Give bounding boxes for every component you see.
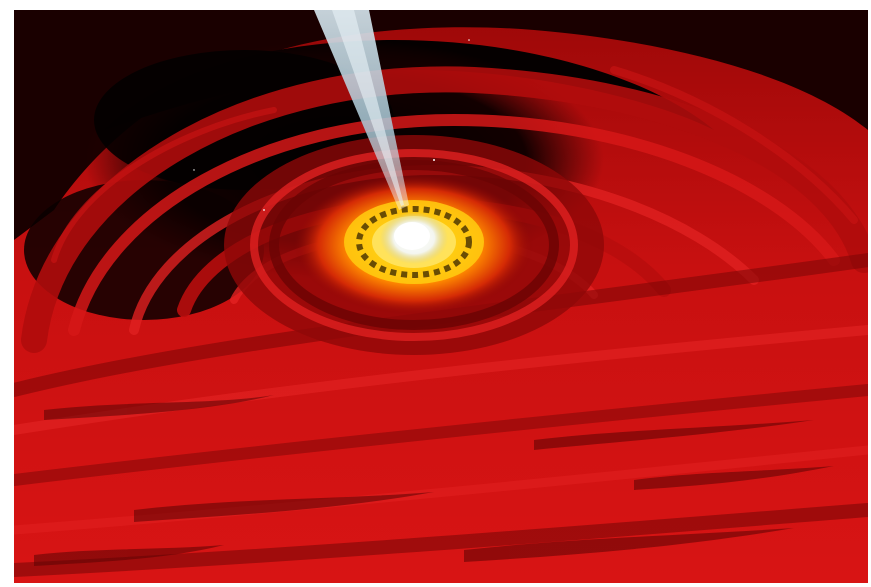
accretion-disk-svg [14, 10, 868, 583]
disk-streaks [34, 395, 834, 566]
stars [193, 39, 470, 211]
jet-core [332, 10, 404, 206]
accretion-disk-artwork [14, 10, 868, 583]
core-center [394, 222, 430, 250]
